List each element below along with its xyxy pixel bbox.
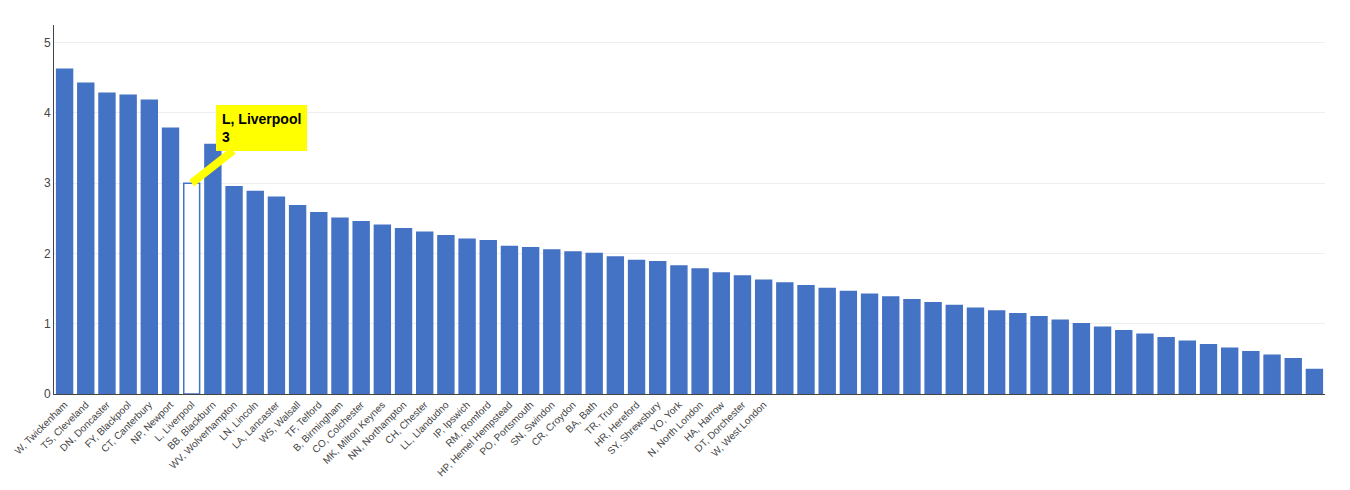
svg-text:2: 2 <box>44 247 51 261</box>
svg-text:5: 5 <box>44 36 51 50</box>
svg-text:DN, Doncaster: DN, Doncaster <box>58 399 113 454</box>
svg-text:IP, Ipswich: IP, Ipswich <box>431 399 472 440</box>
svg-text:L, Liverpool3: L, Liverpool3 <box>222 111 301 145</box>
svg-text:CT, Canterbury: CT, Canterbury <box>99 399 154 454</box>
svg-text:4: 4 <box>44 106 51 120</box>
svg-text:HR, Hereford: HR, Hereford <box>592 399 641 448</box>
svg-text:CR, Croydon: CR, Croydon <box>529 399 578 448</box>
svg-text:SY, Shrewsbury: SY, Shrewsbury <box>605 399 663 457</box>
svg-text:PO, Portsmouth: PO, Portsmouth <box>477 399 535 457</box>
svg-text:SN, Swindon: SN, Swindon <box>508 399 557 448</box>
svg-text:BA, Bath: BA, Bath <box>563 399 599 435</box>
svg-text:L, Liverpool: L, Liverpool <box>152 399 196 443</box>
svg-text:TF, Telford: TF, Telford <box>283 399 324 440</box>
svg-text:DT, Dorchester: DT, Dorchester <box>692 399 747 454</box>
svg-text:LL, Llandudno: LL, Llandudno <box>398 399 451 452</box>
svg-text:WS, Walsall: WS, Walsall <box>257 399 303 445</box>
svg-text:NP, Newport: NP, Newport <box>129 399 176 446</box>
svg-text:HA, Harrow: HA, Harrow <box>682 399 727 444</box>
svg-text:N, North London: N, North London <box>645 399 705 459</box>
svg-text:TS, Cleveland: TS, Cleveland <box>39 399 91 451</box>
svg-text:W, Twickenham: W, Twickenham <box>12 399 69 456</box>
svg-text:RM, Romford: RM, Romford <box>443 399 493 449</box>
svg-text:0: 0 <box>44 387 51 401</box>
svg-text:YO, York: YO, York <box>648 398 684 434</box>
svg-text:MK, Milton Keynes: MK, Milton Keynes <box>321 399 388 466</box>
svg-text:HP, Hemel Hempstead: HP, Hemel Hempstead <box>435 399 514 478</box>
svg-text:LA, Lancaster: LA, Lancaster <box>230 399 282 451</box>
svg-text:TR, Truro: TR, Truro <box>583 399 621 437</box>
svg-text:W, West London: W, West London <box>709 399 769 459</box>
svg-text:FY, Blackpool: FY, Blackpool <box>83 399 133 449</box>
svg-text:NN, Northampton: NN, Northampton <box>346 399 409 462</box>
svg-text:WV, Wolverhampton: WV, Wolverhampton <box>167 399 239 471</box>
svg-text:CO, Colchester: CO, Colchester <box>310 399 367 456</box>
svg-text:3: 3 <box>44 176 51 190</box>
svg-text:CH, Chester: CH, Chester <box>383 399 430 446</box>
svg-text:BB, Blackburn: BB, Blackburn <box>165 399 218 452</box>
svg-text:B, Birmingham: B, Birmingham <box>291 399 345 453</box>
svg-text:LN, Lincoln: LN, Lincoln <box>217 399 260 442</box>
svg-text:1: 1 <box>44 317 51 331</box>
